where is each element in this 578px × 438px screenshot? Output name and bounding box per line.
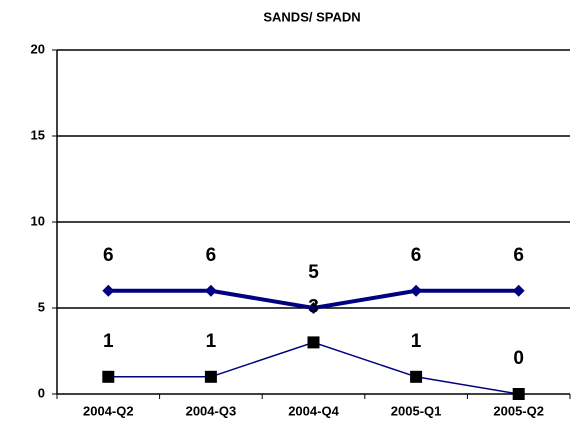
data-label: 6 xyxy=(513,245,524,266)
x-tick-label: 2004-Q2 xyxy=(83,403,134,418)
x-tick-label: 2004-Q3 xyxy=(186,403,237,418)
data-label: 3 xyxy=(308,296,319,317)
data-label: 6 xyxy=(411,245,422,266)
y-tick-label: 5 xyxy=(38,299,45,314)
y-tick-label: 10 xyxy=(31,213,45,228)
marker xyxy=(410,284,423,297)
x-tick-label: 2004-Q4 xyxy=(288,403,339,418)
data-label: 5 xyxy=(308,262,319,283)
data-label: 1 xyxy=(206,331,217,352)
marker xyxy=(102,284,115,297)
series-line xyxy=(108,341,519,395)
data-label: 1 xyxy=(411,331,422,352)
marker xyxy=(512,284,525,297)
x-tick-label: 2005-Q2 xyxy=(493,403,544,418)
marker xyxy=(307,302,320,314)
marker xyxy=(204,370,217,383)
marker xyxy=(307,336,320,349)
y-tick-label: 20 xyxy=(31,41,45,56)
data-label: 6 xyxy=(206,245,217,266)
x-tick-label: 2005-Q1 xyxy=(391,403,442,418)
marker xyxy=(204,284,217,297)
marker xyxy=(102,370,115,383)
marker xyxy=(512,388,525,400)
data-label: 1 xyxy=(103,331,114,352)
data-label: 0 xyxy=(513,348,524,369)
marker xyxy=(410,370,423,383)
y-tick-label: 15 xyxy=(31,127,45,142)
chart-title: SANDS/ SPADN xyxy=(263,9,360,24)
data-label: 6 xyxy=(103,245,114,266)
y-tick-label: 0 xyxy=(38,385,45,400)
